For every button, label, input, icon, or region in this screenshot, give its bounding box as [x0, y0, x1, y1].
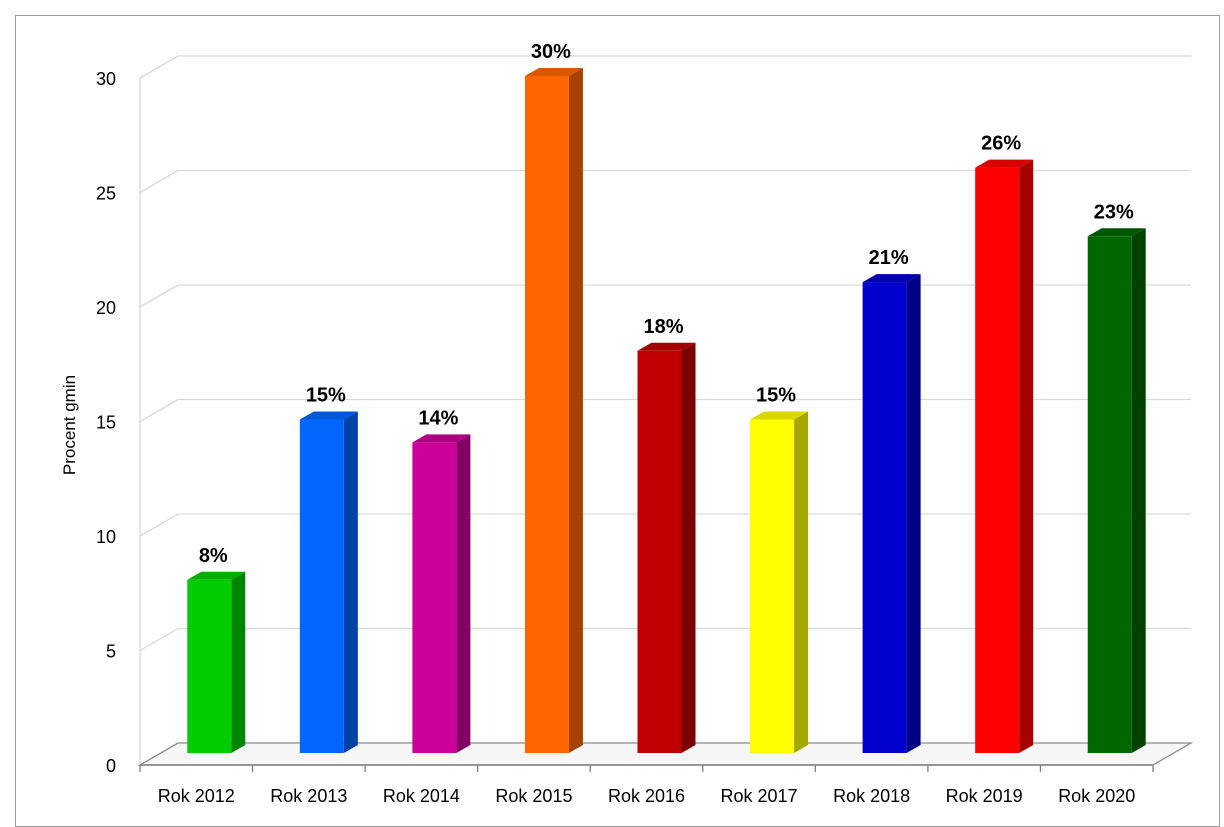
- axes: [137, 78, 1194, 772]
- bar-rok-2016: [637, 342, 696, 753]
- bar-rok-2018: [862, 274, 921, 753]
- bar-side: [681, 342, 696, 753]
- y-tick-label: 10: [96, 527, 116, 547]
- data-label: 30%: [531, 41, 571, 63]
- bar-top: [862, 274, 921, 283]
- bar-rok-2015: [524, 68, 583, 753]
- bar-front: [637, 350, 682, 753]
- data-label: 18%: [643, 316, 683, 338]
- data-label: 21%: [869, 247, 909, 269]
- bar-top: [975, 159, 1034, 168]
- bar-top: [299, 411, 358, 420]
- bar-rok-2014: [412, 434, 471, 753]
- data-label: 15%: [756, 385, 796, 407]
- data-label: 23%: [1094, 201, 1134, 223]
- gridline-connector: [139, 55, 179, 79]
- x-tick-label: Rok 2013: [270, 786, 347, 806]
- bar-top: [637, 342, 696, 351]
- bar-side: [231, 571, 246, 753]
- bars: [187, 68, 1146, 754]
- x-tick-label: Rok 2016: [608, 786, 685, 806]
- data-label: 26%: [981, 133, 1021, 155]
- bar-side: [794, 411, 809, 753]
- x-tick-label: Rok 2018: [833, 786, 910, 806]
- bar-side: [343, 411, 358, 753]
- bar-rok-2017: [750, 411, 809, 753]
- tick-labels: 0 5 10 15 20 25 30 Rok 2012 Rok 2013 Rok 2014 Rok …: [96, 69, 1135, 806]
- y-axis-title: Procent gmin: [60, 375, 79, 475]
- x-tick-label: Rok 2019: [946, 786, 1023, 806]
- data-label: 8%: [199, 545, 228, 567]
- bar-side: [1019, 159, 1034, 754]
- bar-side: [906, 274, 921, 753]
- y-tick-label: 0: [106, 756, 116, 776]
- gridline-connector: [139, 513, 179, 537]
- x-tick-label: Rok 2014: [383, 786, 460, 806]
- data-label: 14%: [418, 407, 458, 429]
- x-tick-label: Rok 2017: [721, 786, 798, 806]
- bar-top: [750, 411, 809, 420]
- bar-front: [412, 442, 457, 753]
- bar-top: [412, 434, 471, 443]
- y-tick-label: 30: [96, 69, 116, 89]
- y-tick-label: 25: [96, 184, 116, 204]
- bar-rok-2019: [975, 159, 1034, 754]
- bar-side: [1131, 228, 1146, 754]
- bar-front: [524, 76, 569, 753]
- bar-rok-2013: [299, 411, 358, 753]
- data-label: 15%: [306, 385, 346, 407]
- x-tick-label: Rok 2012: [158, 786, 235, 806]
- gridline-connector: [139, 169, 179, 194]
- bar-front: [750, 419, 795, 753]
- y-tick-label: 5: [106, 642, 116, 662]
- bar-rok-2012: [187, 571, 246, 753]
- bar-front: [862, 282, 907, 753]
- x-tick-label: Rok 2015: [495, 786, 572, 806]
- gridline-connector: [139, 398, 179, 423]
- data-labels: 8% 15% 14% 30% 18% 15% 21% 26% 23%: [199, 41, 1134, 567]
- bar-front: [1087, 236, 1132, 754]
- y-tick-label: 20: [96, 298, 116, 318]
- bar-front: [187, 579, 232, 753]
- bar-side: [456, 434, 471, 753]
- bar-front: [975, 167, 1020, 754]
- bar-side: [568, 68, 583, 753]
- gridline-connector: [139, 627, 179, 652]
- bar-top: [524, 68, 583, 76]
- bar-rok-2020: [1087, 228, 1146, 754]
- bar-top: [1087, 228, 1146, 237]
- y-tick-label: 15: [96, 413, 116, 433]
- x-tick-label: Rok 2020: [1058, 786, 1135, 806]
- bar-top: [187, 571, 246, 580]
- gridline-connector: [139, 284, 179, 308]
- bar-front: [299, 419, 344, 753]
